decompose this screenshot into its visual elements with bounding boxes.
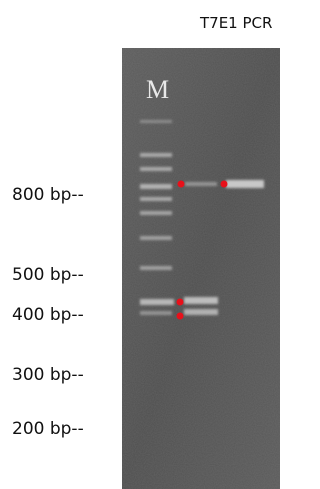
size-label: 300 bp-- <box>12 365 84 385</box>
figure: T7E1 PCR M 800 bp--5 <box>0 0 289 489</box>
size-label: 800 bp-- <box>12 185 84 205</box>
size-label: 500 bp-- <box>12 265 84 285</box>
size-label: 200 bp-- <box>12 419 84 439</box>
lane-label: M <box>146 75 169 104</box>
size-labels: 800 bp-- 500 bp-- 400 bp-- 300 bp-- 200 bp-- <box>12 185 84 439</box>
gel: M <box>122 48 280 489</box>
title: T7E1 PCR <box>199 14 272 32</box>
size-label: 400 bp-- <box>12 305 84 325</box>
